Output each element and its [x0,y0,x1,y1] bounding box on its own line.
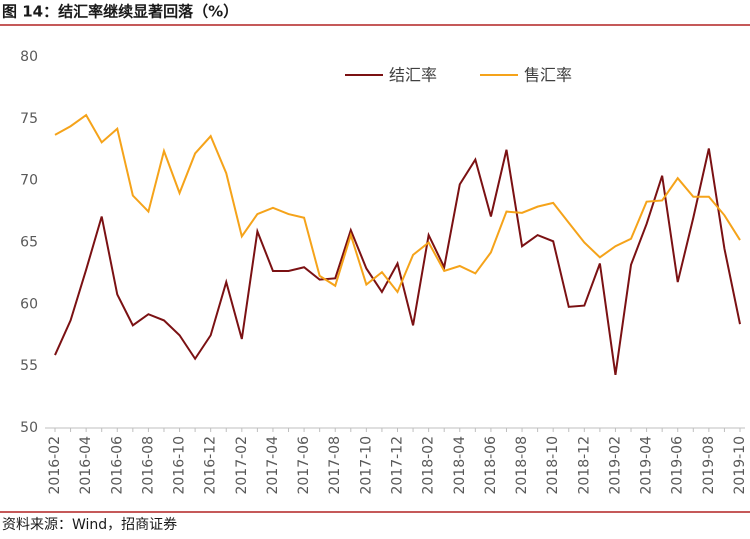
y-tick-label: 55 [20,358,38,374]
x-tick-label: 2017-06 [296,436,312,495]
y-tick-label: 60 [20,296,38,312]
y-tick-label: 80 [20,49,38,65]
line-series [54,148,741,375]
x-tick-label: 2019-08 [701,436,717,495]
source: 资料来源：Wind，招商证券 [2,517,177,533]
x-tick-label: 2019-06 [670,436,686,495]
x-tick-label: 2016-08 [140,436,156,495]
y-tick-label: 50 [20,420,38,436]
x-tick-label: 2018-08 [514,436,530,495]
y-tick-label: 70 [20,173,38,189]
x-tick-label: 2017-02 [234,436,250,495]
x-tick-label: 2018-04 [452,436,468,495]
x-tick-label: 2016-10 [172,436,188,495]
y-tick-label: 65 [20,235,38,251]
x-tick-label: 2016-04 [78,436,94,495]
x-tick-label: 2018-02 [421,436,437,495]
x-tick-label: 2017-12 [390,436,406,495]
x-tick-label: 2019-10 [732,436,748,495]
x-tick-label: 2016-06 [109,436,125,495]
x-tick-label: 2017-08 [327,436,343,495]
y-tick-label: 75 [20,111,38,127]
x-tick-label: 2016-02 [47,436,63,495]
legend-label: 售汇率 [524,66,572,85]
x-tick-label: 2018-12 [576,436,592,495]
chart-title: 图 14：结汇率继续显著回落（%） [2,3,238,21]
x-tick-label: 2018-10 [545,436,561,495]
x-tick-label: 2017-10 [358,436,374,495]
x-tick-label: 2019-04 [639,436,655,495]
x-tick-label: 2018-06 [483,436,499,495]
legend-label: 结汇率 [389,66,437,85]
x-tick-label: 2017-04 [265,436,281,495]
line-series [54,113,741,294]
x-tick-label: 2019-02 [607,436,623,495]
x-tick-label: 2016-12 [203,436,219,495]
